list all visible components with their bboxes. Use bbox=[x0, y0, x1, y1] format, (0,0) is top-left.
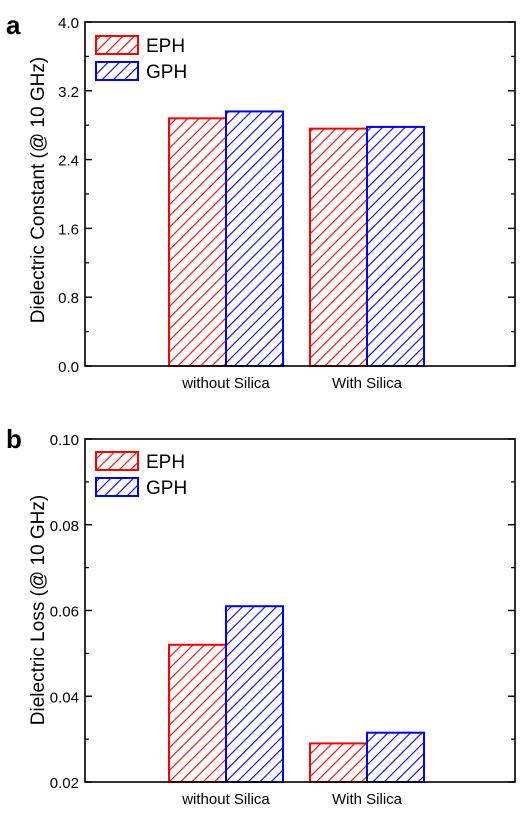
panel-b-label: b bbox=[6, 424, 22, 454]
panel-a-x-tick-label: without Silica bbox=[181, 375, 270, 392]
panel-b-y-tick-label: 0.04 bbox=[50, 689, 79, 706]
panel-a-chart: a Dielectric Constant (@ 10 GHz) without… bbox=[6, 10, 516, 392]
panel-a-legend-label-gph: GPH bbox=[146, 62, 187, 83]
panel-b-legend-swatch-eph bbox=[95, 451, 139, 471]
panel-b-legend: EPH GPH bbox=[95, 451, 187, 499]
panel-a-bar-eph-with-silica bbox=[309, 127, 368, 367]
panel-a-y-tick-label: 3.2 bbox=[58, 84, 79, 101]
panel-a-y-tick-label: 1.6 bbox=[58, 221, 79, 238]
panel-a-y-tick-label: 0.8 bbox=[58, 290, 79, 307]
panel-b-bar-gph-without-silica bbox=[225, 605, 284, 784]
panel-a-legend-label-eph: EPH bbox=[146, 36, 185, 57]
panel-a-y-tick-label: 2.4 bbox=[58, 153, 79, 170]
panel-b-y-tick-label: 0.02 bbox=[50, 775, 79, 792]
panel-b-y-tick-label: 0.06 bbox=[50, 604, 79, 621]
panel-a-axes-frame bbox=[84, 21, 516, 367]
panel-a-y-tick-label: 4.0 bbox=[58, 15, 79, 32]
panel-b-bar-eph-without-silica bbox=[168, 643, 227, 783]
panel-b-chart: b Dielectric Loss (@ 10 GHz) without Sil… bbox=[6, 424, 516, 808]
panel-a-y-axis-label: Dielectric Constant (@ 10 GHz) bbox=[28, 57, 49, 323]
panel-b-x-tick-label: With Silica bbox=[332, 791, 403, 808]
panel-b-legend-label-gph: GPH bbox=[146, 478, 187, 499]
panel-b-y-axis-label: Dielectric Loss (@ 10 GHz) bbox=[28, 495, 49, 725]
panel-a-bar-gph-with-silica bbox=[366, 125, 425, 367]
panel-a-legend: EPH GPH bbox=[95, 35, 187, 83]
panel-b-axes-frame bbox=[84, 438, 516, 783]
panel-a-bar-eph-without-silica bbox=[168, 117, 227, 367]
panel-a-y-tick-label: 0.0 bbox=[58, 359, 79, 376]
panel-b-plot-area: without Silica With Silica 0.02 0.04 0.06 0.0… bbox=[50, 432, 516, 808]
panel-a-bar-gph-without-silica bbox=[225, 110, 284, 367]
panel-b-legend-label-eph: EPH bbox=[146, 452, 185, 473]
panel-b-bar-gph-with-silica bbox=[366, 731, 425, 783]
panel-b-y-tick-label: 0.10 bbox=[50, 432, 79, 449]
panel-b-bar-eph-with-silica bbox=[309, 742, 368, 783]
panel-a-plot-area: without Silica With Silica 0.0 0.8 1.6 2.4 3.2… bbox=[58, 15, 516, 392]
panel-b-y-tick-label: 0.08 bbox=[50, 518, 79, 535]
panel-b-legend-swatch-gph bbox=[95, 477, 139, 497]
panel-a-x-tick-label: With Silica bbox=[332, 375, 403, 392]
panel-a-legend-swatch-eph bbox=[95, 35, 139, 55]
panel-a-label: a bbox=[6, 10, 21, 40]
panel-b-x-tick-label: without Silica bbox=[181, 791, 270, 808]
panel-a-legend-swatch-gph bbox=[95, 61, 139, 81]
